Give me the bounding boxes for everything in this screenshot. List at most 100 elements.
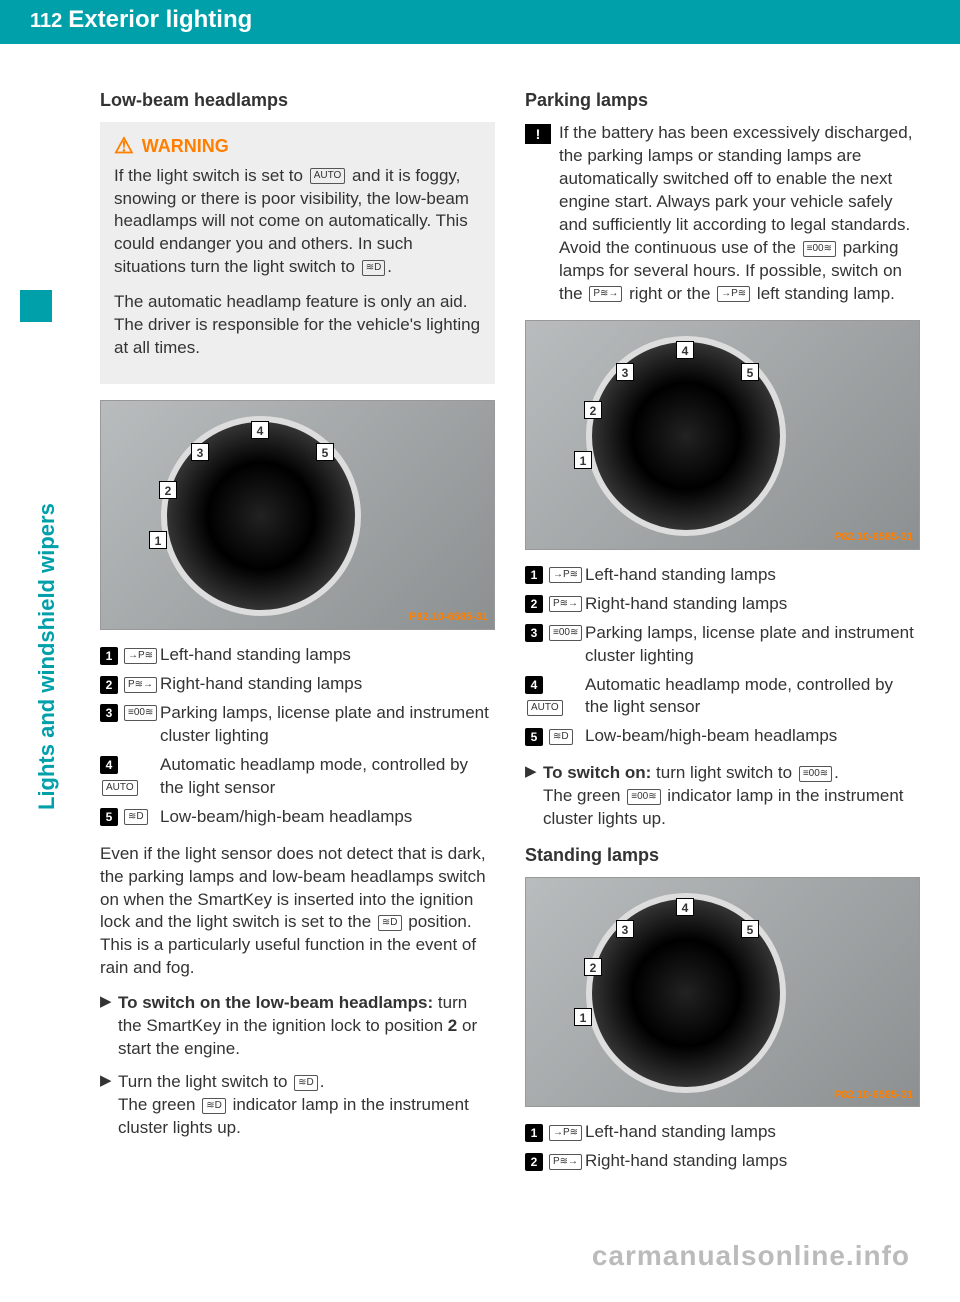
legend-text: Automatic headlamp mode, controlled by t… (585, 674, 920, 720)
legend-text: Parking lamps, license plate and instrum… (160, 702, 495, 748)
legend-text: Right-hand standing lamps (160, 673, 495, 696)
text: If the light switch is set to (114, 166, 308, 185)
warning-text-1: If the light switch is set to AUTO and i… (114, 165, 481, 280)
legend: 1→P≋ Left-hand standing lamps 2 P≋→ Right… (525, 1121, 920, 1173)
figure-caption: P82.10-6585-31 (409, 610, 488, 625)
legend-num: 5 (525, 728, 543, 746)
legend-num: 1 (100, 647, 118, 665)
light-switch-figure: 1 2 3 4 5 P82.10-6585-31 (525, 320, 920, 550)
left-stand-icon: →P≋ (549, 1125, 582, 1141)
legend-text: Left-hand standing lamps (160, 644, 495, 667)
text: . (320, 1072, 325, 1091)
legend-text: Right-hand standing lamps (585, 1150, 920, 1173)
marker-4: 4 (676, 898, 694, 916)
side-tab-marker (20, 290, 52, 322)
right-stand-icon: P≋→ (549, 596, 582, 612)
note-text: If the battery has been excessively disc… (559, 122, 920, 306)
legend-num: 5 (100, 808, 118, 826)
text-bold: To switch on the low-beam headlamps: (118, 993, 433, 1012)
marker-5: 5 (741, 363, 759, 381)
legend-row: 1→P≋ Left-hand standing lamps (525, 564, 920, 587)
legend-num: 1 (525, 566, 543, 584)
text: Turn the light switch to (118, 1072, 292, 1091)
legend-row: 2 P≋→ Right-hand standing lamps (525, 1150, 920, 1173)
legend-num: 3 (100, 704, 118, 722)
note-icon: ! (525, 124, 551, 144)
right-column: Parking lamps ! If the battery has been … (525, 88, 920, 1187)
legend-row: 2 P≋→ Right-hand standing lamps (525, 593, 920, 616)
page-header: 112 Exterior lighting (0, 0, 960, 44)
marker-4: 4 (676, 341, 694, 359)
warning-text-2: The automatic headlamp feature is only a… (114, 291, 481, 360)
marker-2: 2 (584, 958, 602, 976)
legend-num: 2 (525, 595, 543, 613)
marker-1: 1 (574, 451, 592, 469)
section-heading: Standing lamps (525, 843, 920, 867)
auto-icon: AUTO (527, 700, 563, 716)
right-stand-icon: P≋→ (549, 1154, 582, 1170)
left-stand-icon: →P≋ (717, 286, 750, 302)
action-text: To switch on: turn light switch to ≡00≋.… (543, 762, 920, 831)
legend-row: 3 ≡00≋ Parking lamps, license plate and i… (100, 702, 495, 748)
figure-caption: P82.10-6585-31 (834, 1088, 913, 1103)
legend-row: 3 ≡00≋ Parking lamps, license plate and i… (525, 622, 920, 668)
marker-3: 3 (616, 920, 634, 938)
section-heading: Low-beam headlamps (100, 88, 495, 112)
text: turn light switch to (651, 763, 797, 782)
warning-label: WARNING (142, 134, 229, 158)
action-arrow-icon: ▶ (100, 992, 118, 1012)
text-bold: 2 (448, 1016, 457, 1035)
marker-5: 5 (316, 443, 334, 461)
lowbeam-icon: ≋D (294, 1075, 318, 1091)
marker-1: 1 (149, 531, 167, 549)
warning-heading: ⚠ WARNING (114, 134, 481, 158)
legend-row: 2P≋→ Right-hand standing lamps (100, 673, 495, 696)
action-arrow-icon: ▶ (100, 1071, 118, 1091)
legend-num: 4 (525, 676, 543, 694)
marker-3: 3 (616, 363, 634, 381)
right-stand-icon: P≋→ (124, 677, 157, 693)
legend-text: Left-hand standing lamps (585, 1121, 920, 1144)
left-stand-icon: →P≋ (124, 648, 157, 664)
left-column: Low-beam headlamps ⚠ WARNING If the ligh… (100, 88, 495, 1187)
park-icon: ≡00≋ (799, 766, 832, 782)
legend-text: Low-beam/high-beam headlamps (160, 806, 495, 829)
action-step: ▶ To switch on: turn light switch to ≡00… (525, 762, 920, 831)
action-step: ▶ Turn the light switch to ≋D. The green… (100, 1071, 495, 1140)
legend-text: Left-hand standing lamps (585, 564, 920, 587)
legend-num: 3 (525, 624, 543, 642)
chapter-title: Exterior lighting (68, 6, 252, 34)
legend-text: Parking lamps, license plate and instrum… (585, 622, 920, 668)
auto-icon: AUTO (310, 168, 346, 184)
text: right or the (624, 284, 715, 303)
text: If the battery has been excessively disc… (559, 123, 912, 257)
text: . (834, 763, 839, 782)
text: left standing lamp. (752, 284, 895, 303)
marker-4: 4 (251, 421, 269, 439)
text: The green (118, 1095, 200, 1114)
action-text: Turn the light switch to ≋D. The green ≋… (118, 1071, 495, 1140)
park-icon: ≡00≋ (124, 705, 157, 721)
text: . (387, 257, 392, 276)
legend-row: 4 AUTO Automatic headlamp mode, controlle… (525, 674, 920, 720)
park-icon: ≡00≋ (627, 789, 660, 805)
footer-watermark: carmanualsonline.info (592, 1240, 910, 1272)
legend-text: Low-beam/high-beam headlamps (585, 725, 920, 748)
legend-num: 2 (525, 1153, 543, 1171)
park-icon: ≡00≋ (549, 625, 582, 641)
marker-2: 2 (584, 401, 602, 419)
legend-text: Right-hand standing lamps (585, 593, 920, 616)
auto-icon: AUTO (102, 780, 138, 796)
note-block: ! If the battery has been excessively di… (525, 122, 920, 306)
marker-5: 5 (741, 920, 759, 938)
legend-num: 4 (100, 756, 118, 774)
warning-box: ⚠ WARNING If the light switch is set to … (100, 122, 495, 384)
action-text: To switch on the low-beam headlamps: tur… (118, 992, 495, 1061)
section-heading: Parking lamps (525, 88, 920, 112)
legend: 1 →P≋ Left-hand standing lamps 2P≋→ Right… (100, 644, 495, 829)
light-switch-figure: 1 2 3 4 5 P82.10-6585-31 (525, 877, 920, 1107)
content-area: Low-beam headlamps ⚠ WARNING If the ligh… (100, 88, 920, 1187)
legend-row: 5≋D Low-beam/high-beam headlamps (525, 725, 920, 748)
marker-1: 1 (574, 1008, 592, 1026)
legend-row: 1→P≋ Left-hand standing lamps (525, 1121, 920, 1144)
